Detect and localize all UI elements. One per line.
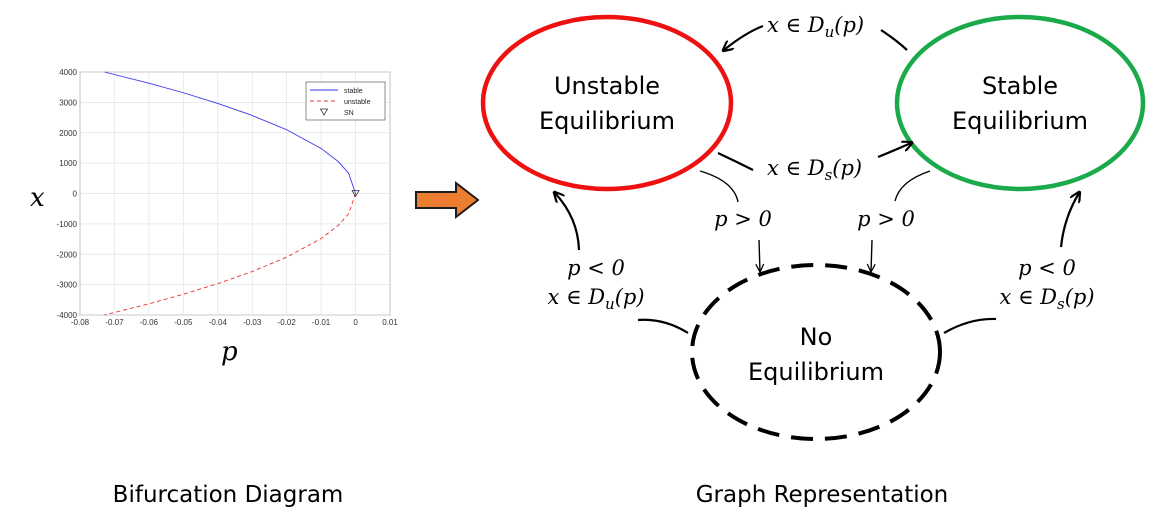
x-tick-label: -0.04 <box>209 318 228 327</box>
y-tick-label: -3000 <box>57 281 78 290</box>
node-no-equilibrium: No Equilibrium <box>690 263 942 441</box>
edge-none-to-unstable-tail <box>637 318 689 334</box>
edge-unstable-to-stable-mid <box>877 143 911 159</box>
x-tick-label: 0 <box>353 318 358 327</box>
series-unstable-line <box>104 193 356 316</box>
x-tick-label: -0.03 <box>243 318 262 327</box>
label-edge-mid: x ∈ Ds(p) <box>767 156 862 184</box>
edge-none-to-stable <box>1059 193 1079 248</box>
node-unstable-line1: Unstable <box>554 72 660 100</box>
node-unstable-equilibrium: Unstable Equilibrium <box>480 14 734 192</box>
y-tick-label: -1000 <box>57 220 78 229</box>
edge-stable-to-none-head <box>871 239 872 272</box>
y-tick-label: 0 <box>73 190 78 199</box>
graph-representation: Unstable Equilibrium Stable Equilibrium … <box>480 13 1146 441</box>
node-unstable-line2: Equilibrium <box>539 107 675 135</box>
edge-unstable-to-stable-top <box>724 24 764 50</box>
y-tick-labels: 4000 3000 2000 1000 0 -1000 -2000 -3000 -4000 <box>57 68 78 320</box>
x-tick-label: -0.05 <box>174 318 193 327</box>
y-tick-label: 3000 <box>59 98 77 107</box>
chart-legend: stable unstable SN <box>305 81 386 121</box>
x-tick-label: 0.01 <box>382 318 398 327</box>
series-stable-line <box>104 71 356 194</box>
node-stable-line1: Stable <box>982 72 1058 100</box>
legend-sn-label: SN <box>344 110 354 117</box>
x-tick-label: -0.02 <box>278 318 297 327</box>
x-tick-labels: -0.08 -0.07 -0.06 -0.05 -0.04 -0.03 -0.02 -0.01… <box>71 318 398 327</box>
x-tick-label: -0.06 <box>140 318 159 327</box>
label-edge-top: x ∈ Du(p) <box>767 13 864 41</box>
x-tick-label: -0.01 <box>312 318 331 327</box>
edge-unstable-to-stable-mid-tail <box>717 152 754 171</box>
edge-unstable-to-none-head <box>759 239 760 272</box>
label-none-to-stable-1: p < 0 <box>1018 256 1076 280</box>
x-tick-label: -0.08 <box>71 318 90 327</box>
node-none-line2: Equilibrium <box>748 358 884 386</box>
y-tick-label: -4000 <box>57 311 78 320</box>
y-tick-label: 4000 <box>59 68 77 77</box>
label-none-to-unstable-2: x ∈ Du(p) <box>547 285 644 313</box>
node-none-line1: No <box>800 323 833 351</box>
edge-none-to-stable-tail <box>943 317 997 334</box>
label-none-to-unstable-1: p < 0 <box>567 256 625 280</box>
x-tick-label: -0.07 <box>105 318 124 327</box>
legend-unstable-label: unstable <box>344 99 371 106</box>
y-axis-label: x <box>30 183 45 213</box>
node-stable-line2: Equilibrium <box>952 107 1088 135</box>
node-stable-equilibrium: Stable Equilibrium <box>894 14 1146 192</box>
caption-bifurcation-diagram: Bifurcation Diagram <box>113 482 344 508</box>
sn-marker <box>351 190 360 198</box>
caption-graph-representation: Graph Representation <box>696 482 949 508</box>
x-axis-label: p <box>221 337 238 367</box>
edge-none-to-unstable <box>555 193 581 251</box>
y-tick-label: 1000 <box>59 159 77 168</box>
bifurcation-chart: -0.08 -0.07 -0.06 -0.05 -0.04 -0.03 -0.02 -0.01… <box>30 68 398 367</box>
label-none-to-stable-2: x ∈ Ds(p) <box>999 285 1094 313</box>
label-stable-to-none: p > 0 <box>857 207 915 231</box>
edge-unstable-to-none <box>699 170 739 203</box>
transform-arrow <box>415 180 480 220</box>
legend-sn-swatch <box>319 108 329 116</box>
y-tick-label: 2000 <box>59 129 77 138</box>
y-tick-label: -2000 <box>57 250 78 259</box>
label-unstable-to-none: p > 0 <box>714 207 772 231</box>
legend-stable-label: stable <box>344 88 363 95</box>
edge-stable-top-tail <box>880 29 908 51</box>
edge-stable-to-none <box>894 170 931 202</box>
